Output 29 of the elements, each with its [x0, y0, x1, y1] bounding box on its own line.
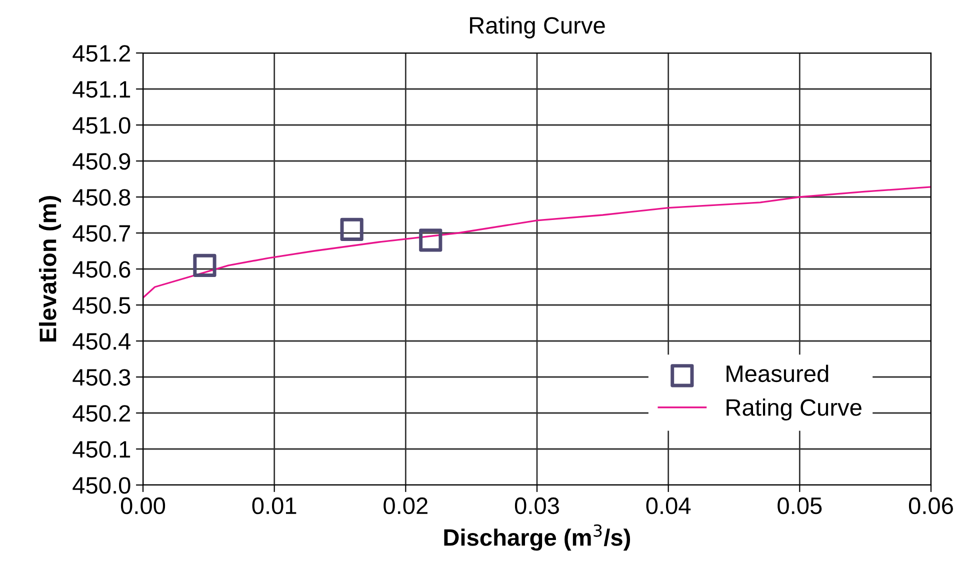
y-tick-label: 451.2	[72, 45, 130, 62]
y-tick-label: 450.2	[72, 405, 130, 422]
y-tick-label: 450.6	[72, 261, 130, 278]
y-tick-label: 450.5	[72, 297, 130, 314]
y-tick-label: 450.0	[72, 477, 130, 494]
chart-title: Rating Curve	[470, 16, 605, 38]
x-tick-label: 0.02	[384, 497, 428, 514]
legend-label: Measured	[726, 364, 828, 382]
y-tick-label: 451.1	[72, 81, 130, 98]
y-tick-label: 450.9	[72, 153, 130, 170]
x-tick-label: 0.00	[120, 497, 166, 514]
x-axis-title: Discharge (m$^{3}$/s)	[444, 524, 630, 551]
point	[419, 228, 442, 252]
x-tick-label: 0.06	[908, 497, 953, 514]
y-axis-title: Elevation (m)	[38, 196, 62, 342]
y-tick-label: 450.4	[72, 333, 131, 350]
x-tick-label: 0.01	[252, 497, 296, 514]
point	[193, 254, 216, 277]
legend-label: Rating Curve	[726, 398, 862, 421]
y-tick-label: 451.0	[72, 117, 130, 134]
y-tick-label: 450.7	[72, 225, 130, 242]
y-tick-label: 450.3	[72, 369, 130, 386]
x-tick-label: 0.05	[778, 497, 822, 514]
x-tick-label: 0.04	[646, 497, 691, 514]
x-tick-label: 0.03	[514, 497, 559, 514]
y-tick-label: 450.8	[72, 189, 130, 206]
line-series	[143, 186, 931, 299]
y-tick-label: 450.1	[72, 441, 130, 458]
point	[340, 218, 364, 241]
